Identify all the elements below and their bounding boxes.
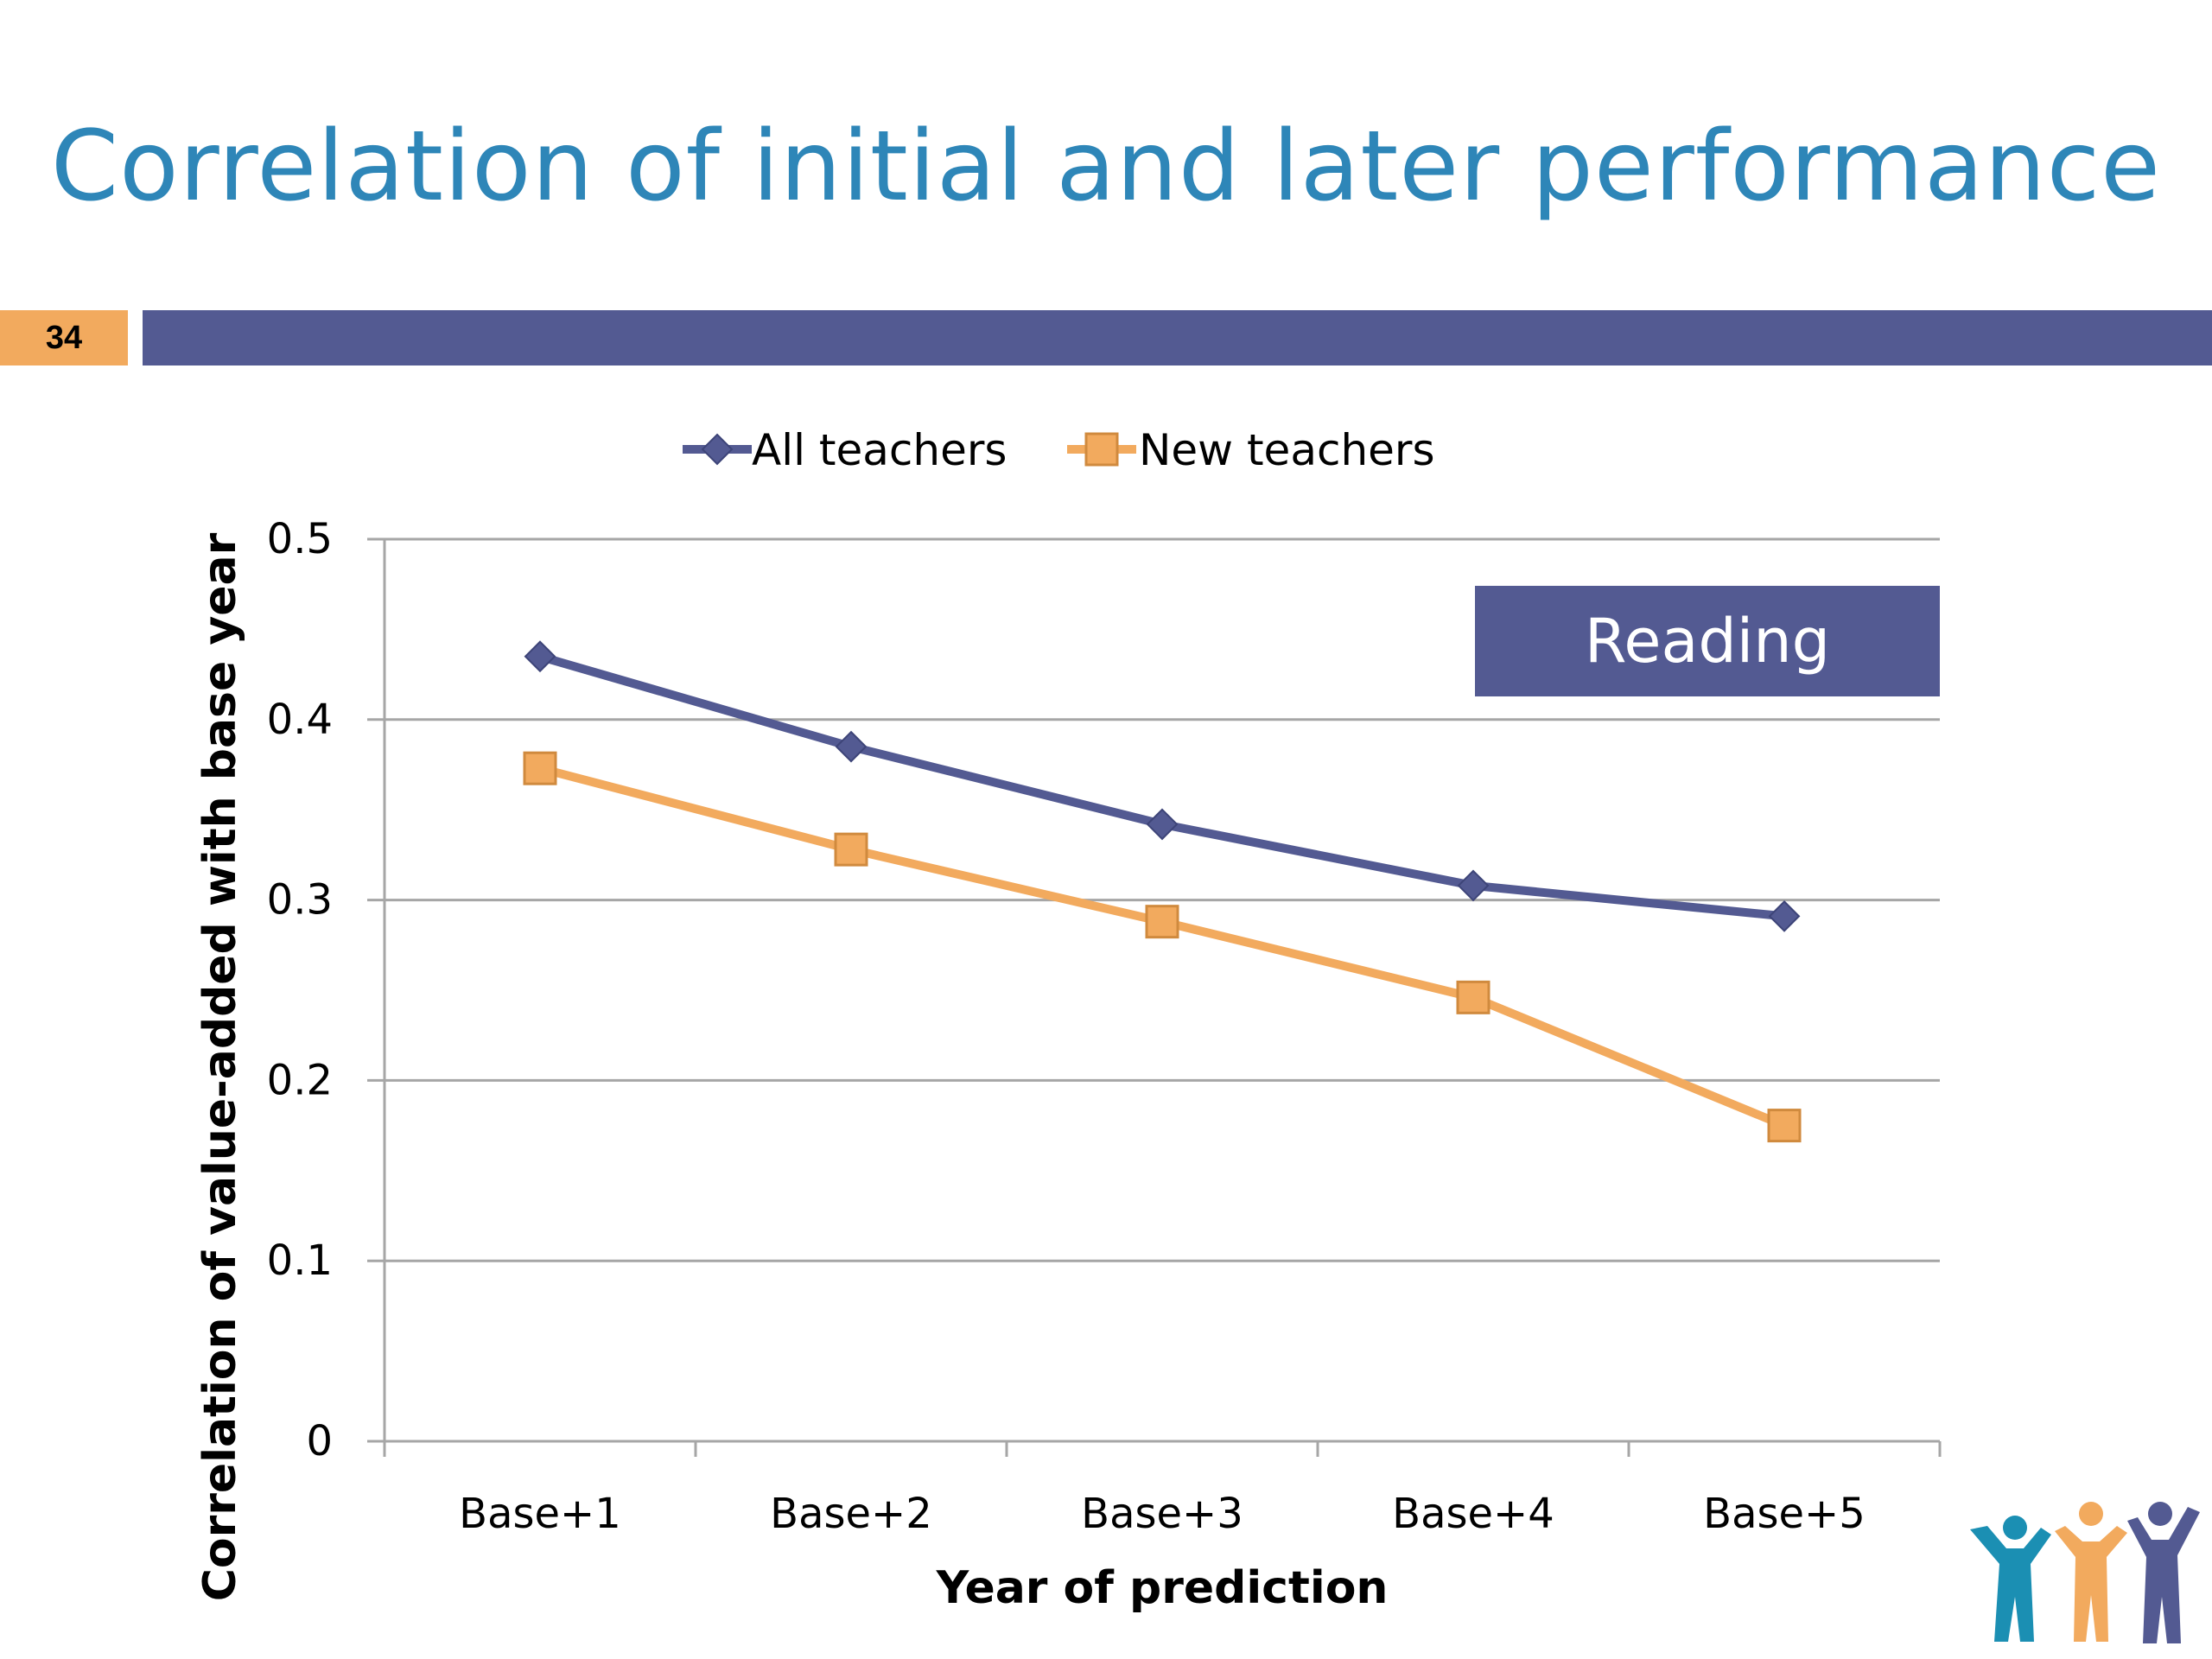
legend-swatch-marker <box>1084 432 1119 467</box>
x-tick-label: Base+1 <box>459 1490 621 1538</box>
y-tick-label: 0 <box>306 1417 333 1465</box>
x-axis-tick-labels: Base+1 Base+2 Base+3 Base+4 Base+5 <box>459 1490 1866 1538</box>
data-point <box>1768 899 1801 932</box>
y-axis-label: Correlation of value-added with base yea… <box>194 532 246 1601</box>
data-point <box>1767 1109 1802 1143</box>
slide-title: Correlation of initial and later perform… <box>50 111 2162 223</box>
data-point <box>1457 869 1490 902</box>
legend-label: New teachers <box>1139 425 1435 475</box>
x-tick-label: Base+3 <box>1081 1490 1243 1538</box>
x-axis-label: Year of prediction <box>936 1562 1389 1614</box>
legend-item: All teachers <box>683 425 1007 475</box>
x-tick-label: Base+5 <box>1703 1490 1866 1538</box>
three-people-logo-icon <box>1970 1502 2200 1643</box>
legend-swatch-marker <box>701 433 734 466</box>
reading-annotation-box <box>1475 586 1940 696</box>
series-new-teachers <box>523 751 1802 1143</box>
logo-figure-teal <box>1970 1516 2051 1642</box>
reading-annotation-label: Reading <box>1585 606 1830 677</box>
y-tick-label: 0.4 <box>267 696 333 744</box>
data-point <box>524 640 556 673</box>
y-tick-label: 0.1 <box>267 1236 333 1285</box>
data-point <box>835 730 868 763</box>
y-axis-tick-labels: 0 0.1 0.2 0.3 0.4 0.5 <box>267 515 333 1465</box>
y-tick-label: 0.2 <box>267 1056 333 1104</box>
title-divider-band <box>143 310 2212 365</box>
data-point <box>1456 980 1491 1014</box>
data-point <box>523 751 557 785</box>
x-tick-label: Base+4 <box>1392 1490 1554 1538</box>
data-point <box>1146 808 1179 841</box>
series-all-teachers <box>524 640 1801 932</box>
slide-number-badge: 34 <box>0 310 128 365</box>
logo-figure-navy <box>2127 1502 2200 1643</box>
y-tick-label: 0.3 <box>267 876 333 925</box>
chart-axes <box>367 539 1942 1457</box>
reading-annotation: Reading <box>1475 586 1940 696</box>
logo-figure-orange <box>2055 1502 2127 1642</box>
chart-series <box>523 640 1802 1143</box>
legend-item: New teachers <box>1067 425 1435 475</box>
legend-label: All teachers <box>752 425 1007 475</box>
chart-legend: All teachers New teachers <box>683 425 1435 475</box>
y-tick-label: 0.5 <box>267 515 333 563</box>
x-tick-label: Base+2 <box>770 1490 932 1538</box>
data-point <box>834 832 868 867</box>
data-point <box>1145 905 1179 939</box>
